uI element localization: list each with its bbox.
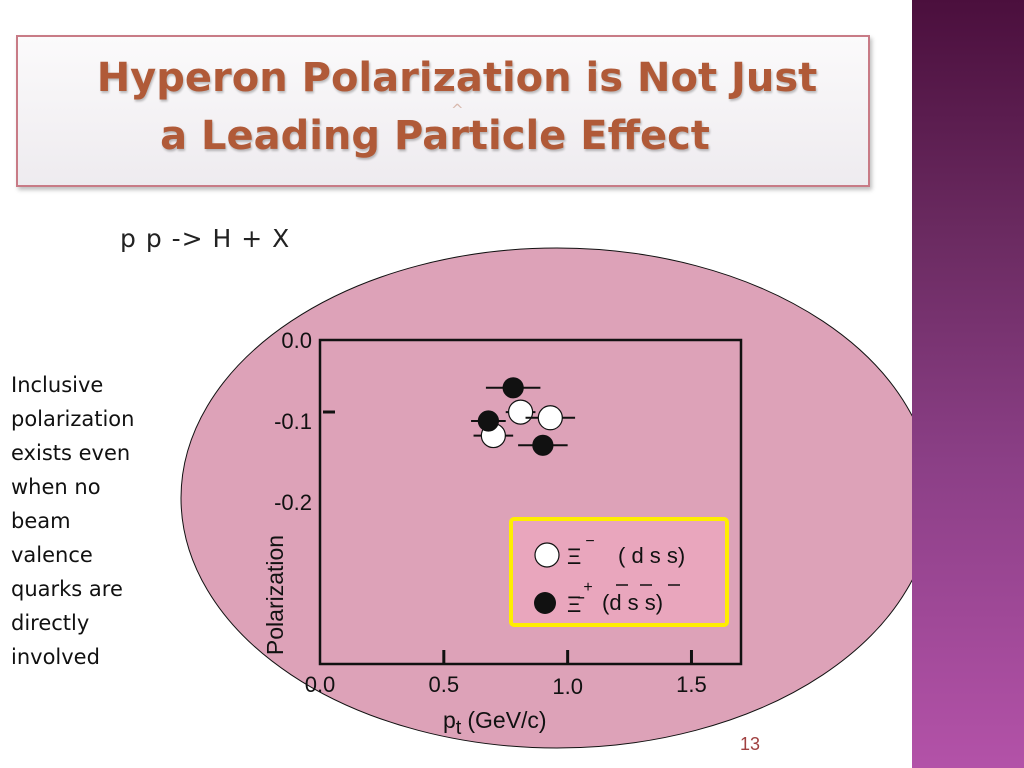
legend: Ξ− ( d s s) Ξ̄+ (d s s) (509, 517, 729, 627)
legend-xi-minus-quarks: ( d s s) (618, 543, 685, 568)
side-text-line: polarization (11, 407, 135, 431)
legend-xi-bar-plus-symbol: Ξ̄+ (567, 579, 593, 617)
background-ellipse (180, 247, 912, 749)
x-axis-label: pt (GeV/c) (443, 707, 547, 739)
xi-bar-plus-point (502, 377, 524, 399)
slide-title-line2: a Leading Particle Effect (160, 113, 710, 159)
xi-bar-plus-point (532, 434, 554, 456)
side-text-line: when no (11, 475, 101, 499)
y-tick-label: 0.0 (281, 328, 312, 353)
y-tick-label: -0.2 (274, 490, 312, 515)
x-tick-label: 0.0 (305, 672, 336, 697)
title-box: Hyperon Polarization is Not Just ^ a Lea… (16, 35, 870, 187)
x-axis-label-main: p (443, 707, 456, 733)
legend-box (509, 517, 729, 627)
slide-title-line1: Hyperon Polarization is Not Just (96, 55, 818, 101)
legend-xi-minus-symbol: Ξ− (567, 533, 595, 569)
polarization-chart: 0.0 -0.1 -0.2 0.0 0.5 1.0 1.5 Polarization pt… (180, 247, 912, 749)
legend-filled-circle-marker (534, 592, 556, 614)
decorative-side-band (912, 0, 1024, 768)
plot-frame (318, 338, 743, 666)
data-points-group (471, 377, 576, 456)
side-text-line: quarks are (11, 577, 123, 601)
page-number: 13 (740, 734, 761, 754)
xi-bar-plus-point (477, 410, 499, 432)
side-text-line: involved (11, 645, 100, 669)
xi-minus-point (537, 405, 563, 431)
x-tick-label: 1.0 (552, 674, 583, 699)
side-text-line: directly (11, 611, 90, 635)
x-ticks-group: 0.0 0.5 1.0 1.5 (305, 650, 707, 699)
x-tick-label: 1.5 (676, 672, 707, 697)
y-axis-label: Polarization (262, 535, 288, 655)
side-text-line: exists even (11, 441, 131, 465)
side-text-line: Inclusive (11, 373, 104, 397)
side-text-line: beam (11, 509, 71, 533)
side-text-line: valence (11, 543, 93, 567)
legend-open-circle-marker (534, 542, 560, 568)
reaction-equation: p p -> H + X (120, 224, 291, 253)
side-description: Inclusive polarization exists even when … (11, 368, 181, 674)
x-axis-label-sub: t (456, 717, 462, 739)
x-axis-label-unit: (GeV/c) (467, 707, 546, 733)
legend-xi-bar-plus-quarks: (d s s) (602, 590, 663, 615)
y-ticks-group: 0.0 -0.1 -0.2 (274, 328, 312, 515)
xi-minus-point (507, 399, 534, 425)
title-caret-mark: ^ (451, 101, 464, 119)
y-tick-label: -0.1 (274, 409, 312, 434)
x-tick-label: 0.5 (429, 672, 460, 697)
